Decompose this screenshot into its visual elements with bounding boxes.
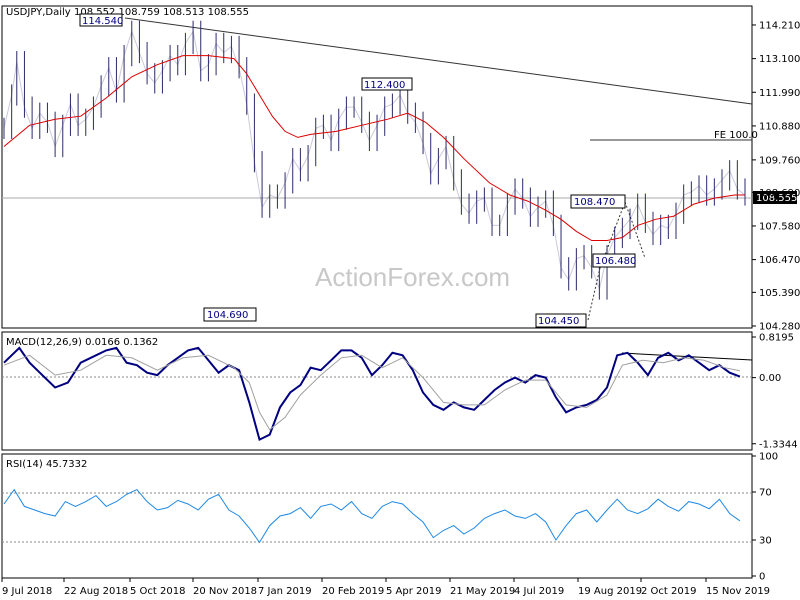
y-tick-label: 114.210 bbox=[759, 20, 800, 31]
y-tick-label: 109.760 bbox=[759, 155, 800, 166]
x-tick-label: 20 Feb 2019 bbox=[322, 586, 384, 597]
x-tick-label: 9 Jul 2018 bbox=[2, 586, 52, 597]
rsi-title: RSI(14) 45.7332 bbox=[6, 459, 87, 470]
x-tick-label: 22 Aug 2018 bbox=[64, 586, 128, 597]
annotation-104690-label: 104.690 bbox=[207, 310, 248, 321]
rsi-line bbox=[3, 488, 741, 544]
y-tick-label: 30 bbox=[759, 536, 772, 547]
annotation-104690: 104.690 bbox=[203, 307, 257, 322]
y-tick-label: -1.3344 bbox=[759, 439, 798, 450]
y-tick-label: 110.880 bbox=[759, 121, 800, 132]
macd-series-layer bbox=[3, 346, 741, 442]
moving-average-line bbox=[3, 55, 745, 241]
macd-title: MACD(12,26,9) 0.0166 0.1362 bbox=[6, 337, 158, 348]
ohlc-header: 108.552 108.759 108.513 108.555 bbox=[74, 7, 249, 18]
price-series-layer bbox=[3, 20, 746, 300]
annotation-106480-label: 106.480 bbox=[595, 256, 636, 267]
y-tick-label: 0 bbox=[759, 572, 765, 583]
macd-panel-frame bbox=[1, 331, 753, 451]
last-price-tag-label: 108.555 bbox=[756, 193, 797, 204]
price-close-line bbox=[3, 29, 746, 291]
x-tick-label: 4 Jul 2019 bbox=[514, 586, 564, 597]
y-tick-label: 108.690 bbox=[759, 188, 800, 199]
annotation-106480: 106.480 bbox=[592, 253, 636, 268]
annotation-112400: 112.400 bbox=[361, 77, 413, 91]
trendline-resistance bbox=[124, 17, 753, 105]
annotation-114540: 114.540 bbox=[79, 13, 123, 27]
annotation-112400-label: 112.400 bbox=[364, 80, 405, 91]
projection-line-1 bbox=[587, 201, 626, 321]
rsi-panel-frame bbox=[1, 453, 753, 579]
annotation-104450: 104.450 bbox=[535, 313, 587, 328]
main-panel-frame bbox=[1, 5, 753, 329]
y-tick-label: 104.280 bbox=[759, 322, 800, 333]
axis-tick-labels: 114.210 113.100 111.990 110.880 109.760 108.6… bbox=[1, 20, 800, 597]
main-title: USDJPY,Daily bbox=[6, 7, 71, 18]
projection-line-2 bbox=[624, 201, 646, 259]
y-tick-label: 0.00 bbox=[759, 373, 781, 384]
annotation-114540-label: 114.540 bbox=[82, 16, 123, 27]
y-tick-label: 0.8195 bbox=[759, 332, 794, 343]
x-tick-label: 5 Oct 2018 bbox=[130, 586, 185, 597]
macd-line bbox=[3, 346, 741, 442]
rsi-series-layer bbox=[3, 488, 741, 544]
y-tick-label: 70 bbox=[759, 488, 772, 499]
y-tick-label: 105.390 bbox=[759, 288, 800, 299]
y-tick-label: 106.470 bbox=[759, 255, 800, 266]
y-tick-label: 111.990 bbox=[759, 88, 800, 99]
macd-signal-line bbox=[3, 354, 740, 431]
x-tick-label: 15 Nov 2019 bbox=[706, 586, 770, 597]
y-tick-label: 113.100 bbox=[759, 54, 800, 65]
last-price-tag bbox=[753, 191, 797, 204]
x-tick-label: 19 Aug 2019 bbox=[578, 586, 642, 597]
y-tick-label: 100 bbox=[759, 452, 778, 463]
y-tick-label: 107.580 bbox=[759, 221, 800, 232]
x-tick-label: 21 May 2019 bbox=[450, 586, 515, 597]
annotation-fe100: FE 100.0 bbox=[714, 130, 758, 141]
watermark: ActionForex.com bbox=[315, 262, 510, 292]
annotation-104450-label: 104.450 bbox=[538, 316, 579, 327]
annotation-108470: 108.470 bbox=[570, 194, 626, 209]
x-tick-label: 2 Oct 2019 bbox=[641, 586, 696, 597]
x-tick-label: 20 Nov 2018 bbox=[193, 586, 257, 597]
x-tick-label: 5 Apr 2019 bbox=[386, 586, 441, 597]
annotation-108470-label: 108.470 bbox=[574, 197, 615, 208]
x-tick-label: 7 Jan 2019 bbox=[258, 586, 312, 597]
